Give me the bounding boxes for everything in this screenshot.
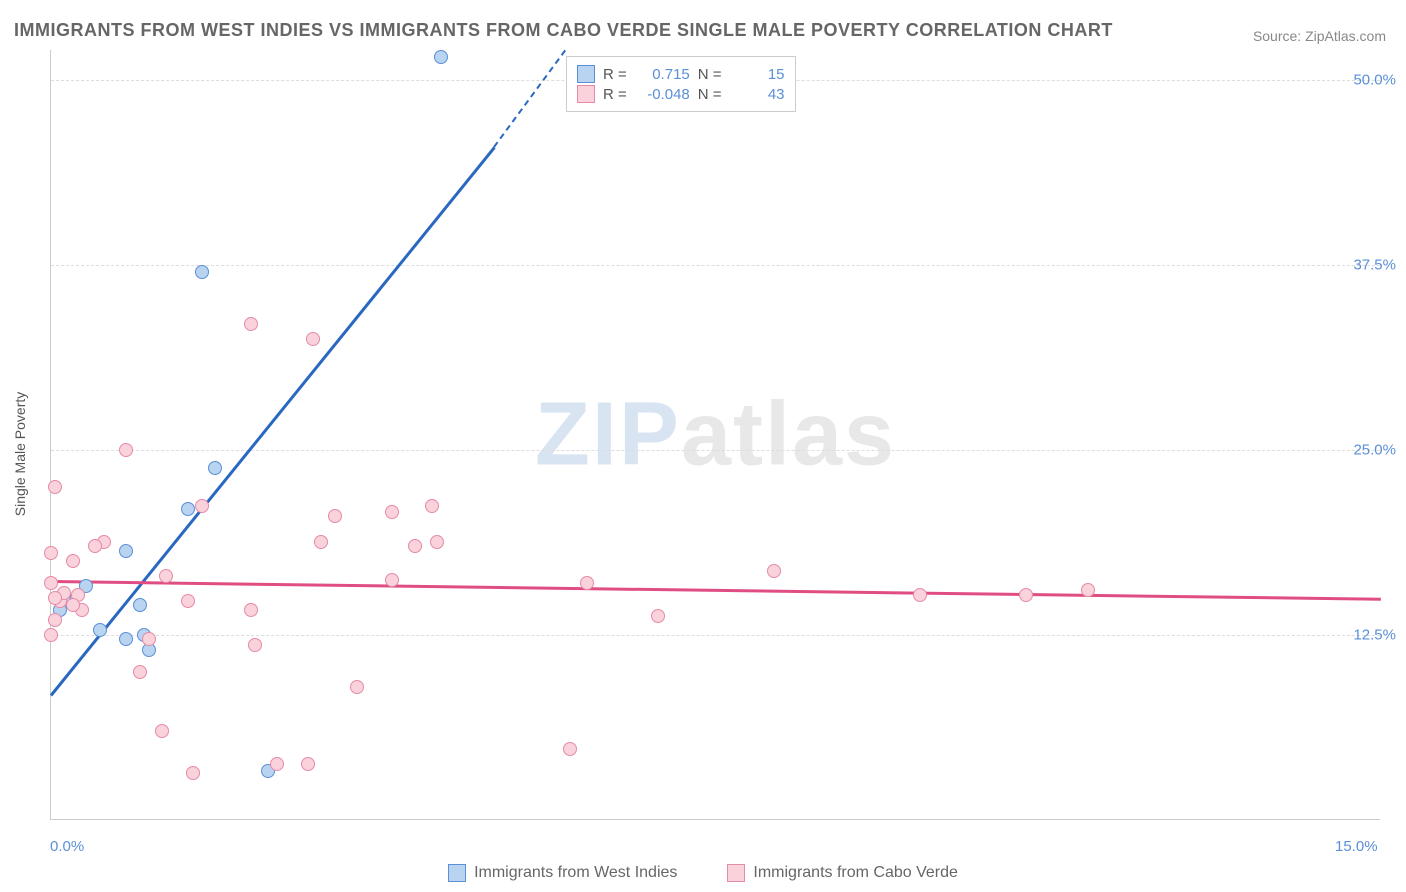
- data-point: [66, 598, 80, 612]
- data-point: [119, 443, 133, 457]
- source-label: Source: ZipAtlas.com: [1253, 28, 1386, 44]
- data-point: [119, 544, 133, 558]
- data-point: [434, 50, 448, 64]
- data-point: [88, 539, 102, 553]
- data-point: [208, 461, 222, 475]
- chart-plot-area: ZIPatlas R = 0.715 N = 15 R = -0.048 N =…: [50, 50, 1380, 820]
- y-axis-label: Single Male Poverty: [12, 392, 28, 517]
- data-point: [651, 609, 665, 623]
- data-point: [93, 623, 107, 637]
- data-point: [248, 638, 262, 652]
- y-tick-label: 25.0%: [1353, 441, 1396, 458]
- legend-item-2: Immigrants from Cabo Verde: [727, 864, 958, 882]
- y-tick-label: 12.5%: [1353, 626, 1396, 643]
- chart-title: IMMIGRANTS FROM WEST INDIES VS IMMIGRANT…: [14, 20, 1113, 41]
- gridline: [51, 265, 1380, 266]
- data-point: [44, 546, 58, 560]
- data-point: [301, 757, 315, 771]
- n-label: N =: [698, 66, 722, 83]
- data-point: [408, 539, 422, 553]
- data-point: [181, 594, 195, 608]
- data-point: [119, 632, 133, 646]
- n-value-1: 15: [730, 66, 785, 83]
- data-point: [48, 591, 62, 605]
- data-point: [181, 502, 195, 516]
- data-point: [195, 499, 209, 513]
- stats-row-series2: R = -0.048 N = 43: [577, 85, 785, 103]
- n-label: N =: [698, 86, 722, 103]
- data-point: [1081, 583, 1095, 597]
- swatch-series2: [577, 85, 595, 103]
- data-point: [328, 509, 342, 523]
- data-point: [580, 576, 594, 590]
- r-label: R =: [603, 66, 627, 83]
- legend-label-2: Immigrants from Cabo Verde: [753, 864, 958, 882]
- gridline: [51, 635, 1380, 636]
- data-point: [385, 505, 399, 519]
- data-point: [767, 564, 781, 578]
- r-label: R =: [603, 86, 627, 103]
- data-point: [244, 603, 258, 617]
- data-point: [1019, 588, 1033, 602]
- legend-item-1: Immigrants from West Indies: [448, 864, 677, 882]
- stats-row-series1: R = 0.715 N = 15: [577, 65, 785, 83]
- data-point: [385, 573, 399, 587]
- trend-line: [51, 580, 1381, 601]
- data-point: [195, 265, 209, 279]
- data-point: [314, 535, 328, 549]
- data-point: [155, 724, 169, 738]
- data-point: [133, 665, 147, 679]
- x-tick-label: 15.0%: [1335, 838, 1378, 855]
- data-point: [44, 628, 58, 642]
- legend-label-1: Immigrants from West Indies: [474, 864, 677, 882]
- data-point: [350, 680, 364, 694]
- data-point: [913, 588, 927, 602]
- data-point: [306, 332, 320, 346]
- data-point: [48, 613, 62, 627]
- data-point: [244, 317, 258, 331]
- y-tick-label: 50.0%: [1353, 71, 1396, 88]
- r-value-1: 0.715: [635, 66, 690, 83]
- bottom-legend: Immigrants from West Indies Immigrants f…: [0, 864, 1406, 882]
- watermark-atlas: atlas: [681, 384, 896, 484]
- trend-line: [50, 147, 496, 697]
- legend-swatch-2: [727, 864, 745, 882]
- data-point: [430, 535, 444, 549]
- r-value-2: -0.048: [635, 86, 690, 103]
- data-point: [44, 576, 58, 590]
- n-value-2: 43: [730, 86, 785, 103]
- data-point: [186, 766, 200, 780]
- data-point: [563, 742, 577, 756]
- data-point: [66, 554, 80, 568]
- y-tick-label: 37.5%: [1353, 256, 1396, 273]
- swatch-series1: [577, 65, 595, 83]
- watermark: ZIPatlas: [535, 383, 896, 486]
- trend-line-dashed: [494, 50, 567, 147]
- data-point: [159, 569, 173, 583]
- watermark-zip: ZIP: [535, 384, 681, 484]
- data-point: [48, 480, 62, 494]
- x-tick-label: 0.0%: [50, 838, 84, 855]
- legend-swatch-1: [448, 864, 466, 882]
- data-point: [142, 632, 156, 646]
- data-point: [133, 598, 147, 612]
- data-point: [270, 757, 284, 771]
- data-point: [425, 499, 439, 513]
- correlation-stats-box: R = 0.715 N = 15 R = -0.048 N = 43: [566, 56, 796, 112]
